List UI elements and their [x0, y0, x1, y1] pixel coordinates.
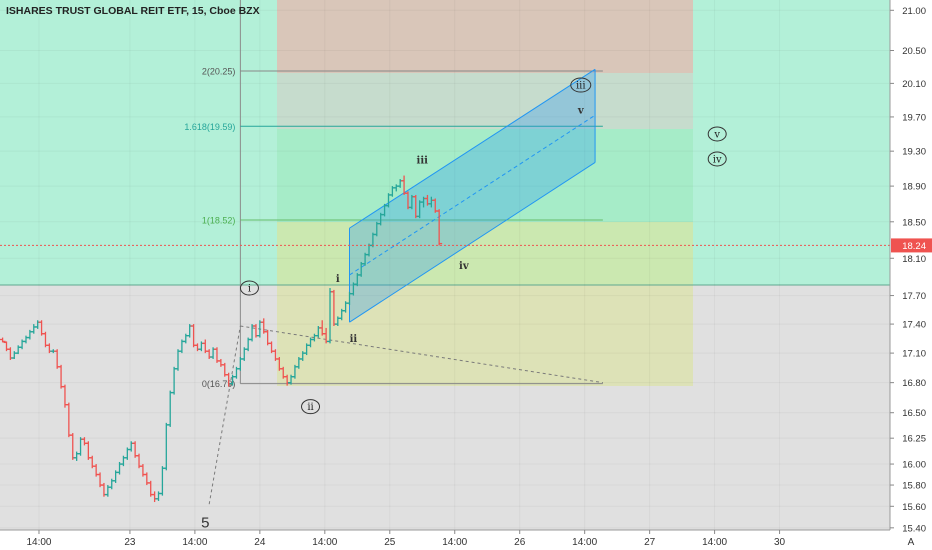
ohlc-bar-112	[436, 209, 443, 246]
wave-label-3: i	[336, 274, 340, 285]
fib-zone-low	[277, 285, 693, 386]
y-tick-label-16: 15.60	[902, 502, 926, 513]
fib-zone-lime	[277, 222, 693, 285]
wave-label-2: ii	[307, 402, 313, 413]
y-tick-label-6: 18.50	[902, 217, 926, 228]
trend-lines	[208, 325, 603, 505]
y-tick-label-9: 17.40	[902, 320, 926, 331]
wave-label-7: iii	[576, 81, 586, 92]
auto-scale-button[interactable]	[901, 533, 921, 548]
x-tick-label-7: 26	[514, 537, 526, 548]
fib-zone-top	[277, 0, 693, 73]
trend-line-up	[208, 325, 241, 505]
y-tick-label-0: 21.00	[902, 6, 926, 17]
fib-zone-mid	[277, 73, 693, 129]
wave-label-circle-1	[239, 280, 259, 296]
wave-label-10: iv	[713, 154, 722, 165]
x-tick-label-1: 23	[124, 537, 136, 548]
trend-line-down	[240, 325, 603, 384]
y-tick-label-13: 16.25	[902, 434, 926, 445]
time-axis[interactable]: 14:00 23 14:00 24 14:00 25 14:00 26 14:00 27 14:00…	[26, 530, 786, 548]
channel-lower-line	[349, 162, 596, 323]
price-bars	[0, 175, 443, 503]
fib-zone-green	[277, 129, 693, 222]
fib-level-label-3: 2(20.25)	[202, 66, 236, 76]
wave-label-4: ii	[350, 334, 358, 345]
price-axis-panel[interactable]	[890, 0, 932, 530]
x-tick-label-2: 14:00	[182, 537, 207, 548]
channel-upper-line	[349, 68, 596, 229]
wave-label-8: v	[577, 106, 585, 117]
y-tick-label-2: 20.10	[902, 79, 926, 90]
x-tick-label-9: 27	[644, 537, 656, 548]
y-tick-label-12: 16.50	[902, 408, 926, 419]
wave-label-circle-7	[570, 77, 592, 93]
wave-label-9: v	[713, 129, 720, 140]
parallel-channel[interactable]	[349, 68, 596, 323]
y-tick-label-8: 17.70	[902, 291, 926, 302]
fib-level-label-1: 1(18.52)	[202, 215, 236, 225]
x-tick-label-0: 14:00	[26, 537, 51, 548]
wave-label-1: i	[248, 284, 251, 295]
wave-label-circle-9	[707, 126, 727, 142]
y-tick-label-7: 18.10	[902, 254, 926, 265]
y-tick-label-4: 19.30	[902, 147, 926, 158]
x-tick-label-3: 24	[254, 537, 266, 548]
auto-scale-label[interactable]: A	[908, 537, 915, 548]
wave-label-circle-2	[301, 399, 321, 415]
price-axis[interactable]: 21.00 20.50 20.10 19.70 19.30 18.90 18.50 18.10…	[890, 6, 932, 535]
channel-fill	[349, 69, 596, 323]
x-tick-label-10: 14:00	[702, 537, 727, 548]
x-tick-label-5: 25	[384, 537, 396, 548]
last-price-label: 18.24	[902, 241, 926, 252]
wave-label-6: iv	[459, 261, 470, 272]
wave-label-circle-10	[707, 151, 727, 167]
y-tick-label-15: 15.80	[902, 481, 926, 492]
y-tick-label-1: 20.50	[902, 46, 926, 57]
grid	[0, 0, 890, 530]
time-axis-panel[interactable]	[0, 530, 890, 550]
y-tick-label-17: 15.40	[902, 523, 926, 534]
y-tick-label-11: 16.80	[902, 378, 926, 389]
y-tick-label-5: 18.90	[902, 182, 926, 193]
wave-label-5: iii	[417, 155, 429, 166]
wave-label-0: 5	[201, 514, 209, 531]
y-tick-label-3: 19.70	[902, 112, 926, 123]
x-tick-label-6: 14:00	[442, 537, 467, 548]
last-price-badge	[891, 238, 932, 253]
y-tick-label-14: 16.00	[902, 460, 926, 471]
y-tick-label-10: 17.10	[902, 349, 926, 360]
chart-title: ISHARES TRUST GLOBAL REIT ETF, 15, Cboe …	[6, 5, 260, 17]
x-tick-label-8: 14:00	[572, 537, 597, 548]
x-tick-label-11: 30	[774, 537, 786, 548]
fibonacci-levels: 0(16.79) 1(18.52) 1.618(19.59) 2(20.25)	[184, 0, 603, 389]
fib-level-label-0: 0(16.79)	[202, 379, 236, 389]
ohlc-bar-0	[0, 337, 6, 343]
x-tick-label-4: 14:00	[312, 537, 337, 548]
fib-level-label-2: 1.618(19.59)	[184, 122, 235, 132]
